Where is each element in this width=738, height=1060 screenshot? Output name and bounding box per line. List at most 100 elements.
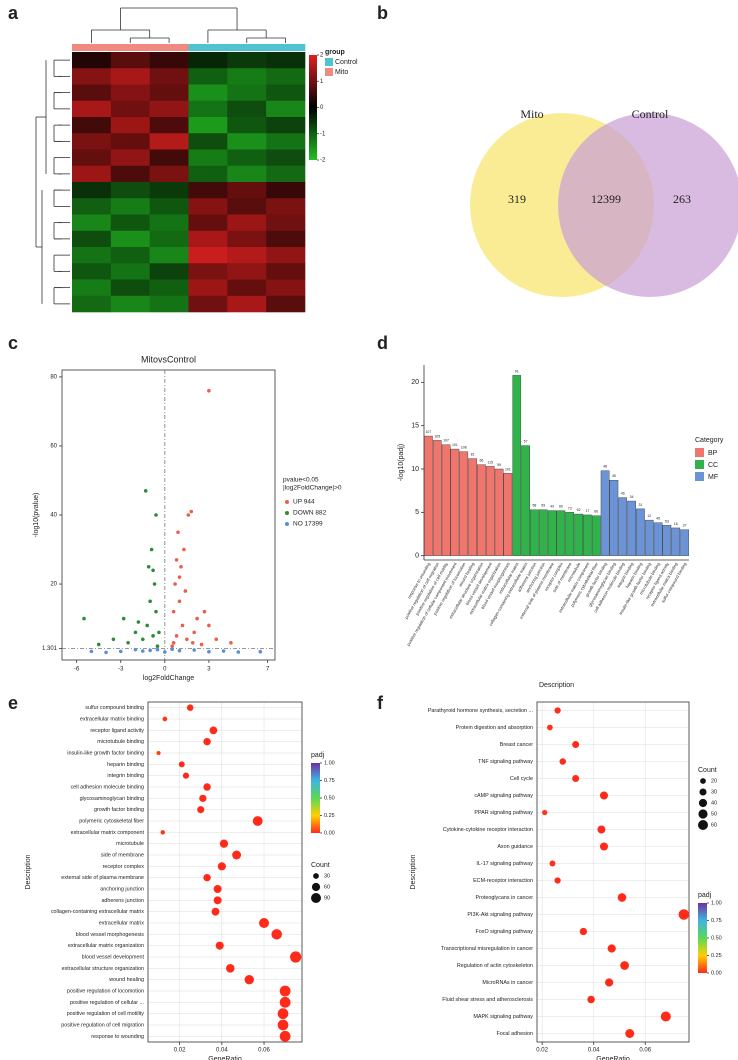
x-tick-label: -3	[118, 667, 124, 673]
y-tick-label: microtubule binding	[97, 739, 144, 745]
dot	[232, 850, 242, 860]
y-tick-label: Fluid shear stress and atherosclerosis	[442, 997, 533, 1003]
heatmap-cell	[266, 84, 306, 102]
heatmap-cell	[188, 149, 228, 167]
heatmap-cell	[110, 117, 150, 134]
dot	[197, 806, 205, 814]
chart-title: MitovsControl	[141, 354, 196, 364]
heatmap-cell	[149, 68, 189, 85]
bar	[530, 509, 539, 556]
count-label: 16	[674, 522, 678, 526]
color-tick-label: 0	[320, 105, 324, 111]
point	[157, 630, 161, 635]
legend-title: Count	[311, 862, 330, 869]
bar	[556, 510, 566, 556]
count-label: 59	[541, 504, 545, 508]
point	[202, 609, 207, 614]
heatmap-cell	[72, 149, 112, 167]
dot	[279, 1030, 291, 1042]
point	[236, 650, 241, 654]
color-tick-label: 0.00	[324, 830, 335, 836]
dot	[572, 741, 580, 748]
heatmap-cell	[266, 230, 306, 248]
legend-title: padj	[311, 752, 325, 759]
y-tick-label: Axon guidance	[497, 844, 533, 850]
y-tick-label: extracellular matrix component	[71, 830, 145, 836]
y-tick-label: microtubule	[116, 841, 144, 847]
bar	[512, 375, 522, 556]
legend-label: BP	[708, 450, 718, 457]
group-bar	[227, 44, 267, 51]
x-tick-label: 0.02	[536, 1048, 548, 1054]
point	[192, 648, 197, 652]
y-tick-label: TNF signaling pathway	[478, 759, 533, 765]
plot-frame	[536, 701, 690, 1043]
heatmap-cell	[72, 263, 112, 280]
y-tick-label: positive regulation of cell motility	[67, 1011, 145, 1017]
y-tick-label: growth factor binding	[94, 807, 144, 813]
heatmap-cell	[72, 182, 112, 199]
y-tick-label: MAPK signaling pathway	[473, 1014, 533, 1020]
heatmap-cell	[227, 165, 267, 183]
y-tick-label: PPAR signaling pathway	[474, 810, 533, 816]
point	[199, 642, 204, 647]
point	[258, 649, 263, 654]
group-bar	[149, 44, 189, 51]
y-tick-label: 15	[411, 423, 419, 430]
y-tick-label: FoxO signaling pathway	[475, 929, 533, 935]
y-tick-label: extracellular matrix organization	[68, 943, 144, 949]
legend-marker	[285, 511, 289, 515]
point	[170, 647, 174, 652]
point	[182, 547, 186, 552]
count-label: 59	[497, 463, 501, 467]
point	[151, 568, 155, 573]
heatmap-cell	[149, 182, 189, 199]
count-label: 45	[612, 474, 616, 478]
heatmap-cell	[266, 182, 306, 199]
group-bar	[72, 44, 112, 51]
heatmap-cell	[72, 198, 112, 215]
heatmap-cell	[110, 52, 150, 69]
count-label: 81	[471, 453, 475, 457]
point	[154, 513, 158, 517]
point	[133, 647, 138, 652]
y-tick-label: PI3K-Akt signaling pathway	[467, 912, 533, 918]
point	[190, 640, 195, 645]
x-tick-label: 0.06	[258, 1048, 270, 1054]
point	[154, 609, 158, 614]
point	[82, 616, 86, 621]
dot	[162, 716, 168, 722]
point	[121, 616, 126, 621]
legend-label: Control	[335, 59, 358, 66]
count-label: 45	[656, 517, 660, 521]
y-tick-label: external side of plasma membrane	[61, 875, 144, 881]
y-tick-label: side of membrane	[101, 852, 144, 858]
point	[176, 530, 180, 535]
y-tick-label: polymeric cytoskeletal fiber	[79, 818, 144, 824]
color-tick-label: 0.25	[324, 813, 335, 819]
bar	[477, 464, 486, 556]
heatmap-cell	[266, 165, 306, 183]
point	[118, 649, 123, 654]
point	[136, 620, 141, 624]
panel-label: f	[377, 693, 384, 713]
group-bar	[110, 44, 150, 51]
heatmap-cell	[227, 263, 267, 280]
size-legend-label: 30	[324, 873, 330, 879]
size-legend-label: 50	[711, 811, 717, 817]
point	[183, 589, 188, 593]
panel-label: a	[8, 3, 19, 23]
heatmap-cell	[110, 247, 150, 264]
x-axis-label: Description	[539, 682, 574, 689]
dot	[182, 772, 190, 779]
x-axis-label: log2FoldChange	[143, 675, 194, 682]
bar	[432, 440, 442, 556]
heatmap-cell	[110, 279, 150, 297]
dot	[217, 862, 226, 871]
heatmap-cell	[188, 133, 228, 150]
size-legend-label: 60	[324, 884, 330, 890]
dot	[160, 830, 166, 835]
y-tick-label: 0	[415, 553, 419, 560]
y-axis-label: Description	[25, 854, 32, 889]
point	[149, 547, 154, 552]
